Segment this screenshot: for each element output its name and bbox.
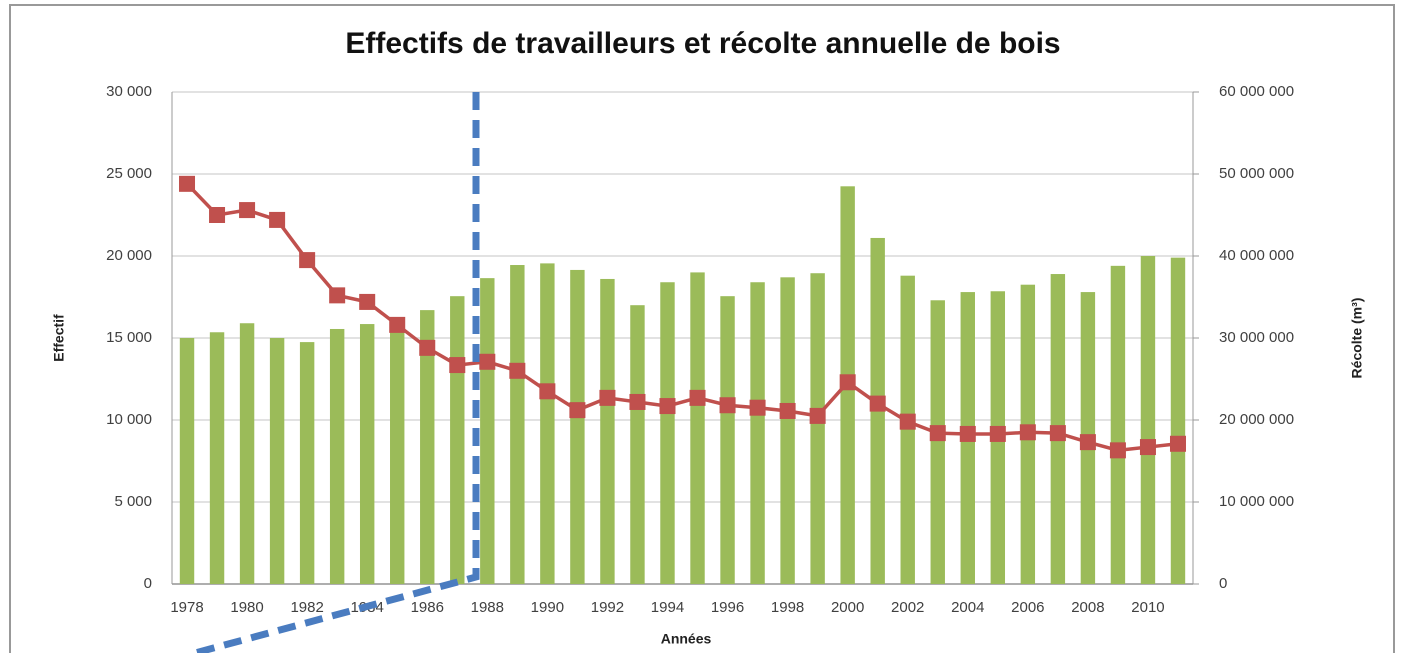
y-tick-label: 15 000: [106, 329, 152, 346]
marker: [1109, 442, 1126, 459]
y2-tick-label: 30 000 000: [1219, 329, 1294, 346]
x-tick-label: 2006: [1011, 599, 1044, 616]
marker: [1169, 435, 1186, 452]
bar: [450, 296, 465, 584]
marker: [1019, 424, 1036, 441]
y-tick-label: 10 000: [106, 411, 152, 428]
y2-tick-label: 0: [1219, 575, 1227, 592]
bar: [1140, 256, 1156, 584]
bar: [299, 342, 315, 584]
y2-tick-label: 50 000 000: [1219, 165, 1294, 182]
x-tick-label: 2000: [831, 599, 864, 616]
bar: [690, 272, 705, 584]
marker: [929, 425, 946, 442]
x-tick-label: 1982: [290, 599, 323, 616]
marker: [1049, 425, 1066, 442]
bar: [359, 324, 375, 584]
y2-tick-label: 20 000 000: [1219, 411, 1294, 428]
x-tick-label: 1994: [651, 599, 684, 616]
marker: [389, 316, 406, 333]
marker: [869, 395, 886, 412]
bar: [239, 323, 255, 584]
marker: [599, 389, 616, 406]
bar: [780, 277, 795, 584]
marker: [1139, 439, 1156, 456]
bar: [420, 310, 435, 584]
marker: [689, 389, 706, 406]
marker: [449, 357, 466, 374]
x-tick-label: 1980: [230, 599, 263, 616]
bar: [600, 278, 615, 584]
x-tick-label: 1998: [771, 599, 804, 616]
y2-tick-label: 60 000 000: [1219, 83, 1294, 100]
chart-title: Effectifs de travailleurs et récolte ann…: [345, 27, 1060, 60]
bar: [630, 305, 645, 584]
y-tick-label: 0: [144, 575, 152, 592]
marker: [239, 202, 256, 219]
marker: [659, 398, 676, 415]
bar: [209, 332, 225, 584]
marker: [1079, 434, 1096, 451]
bar: [720, 296, 735, 584]
y-tick-label: 5 000: [114, 493, 152, 510]
marker: [299, 252, 316, 269]
marker: [629, 393, 646, 410]
bar: [1110, 265, 1126, 584]
marker: [839, 374, 856, 391]
bar: [329, 328, 345, 584]
bar: [179, 338, 195, 584]
marker: [959, 425, 976, 442]
x-axis-title: Années: [661, 631, 712, 647]
marker: [779, 402, 796, 419]
marker: [569, 402, 586, 419]
x-tick-label: 1992: [591, 599, 624, 616]
marker: [539, 383, 556, 400]
marker: [269, 211, 286, 228]
x-tick-label: 2010: [1131, 599, 1164, 616]
marker: [809, 407, 826, 424]
plot-area: 0 5 000 10 000 15 000 20 000 25 000 30 000 0 10 …: [106, 83, 1294, 616]
bar: [480, 278, 495, 584]
y2-axis-title: Récolte (m³): [1349, 298, 1365, 379]
x-tick-label: 2004: [951, 599, 984, 616]
bar: [510, 265, 525, 584]
bar: [750, 282, 765, 584]
y-tick-label: 30 000: [106, 83, 152, 100]
marker: [479, 353, 496, 370]
bar: [570, 269, 585, 584]
marker: [989, 425, 1006, 442]
marker: [359, 293, 376, 310]
bar: [660, 282, 675, 584]
marker: [719, 397, 736, 414]
x-tick-label: 1988: [471, 599, 504, 616]
annotation-dashed-line: [194, 92, 480, 653]
x-tick-label: 2002: [891, 599, 924, 616]
x-tick-label: 2008: [1071, 599, 1104, 616]
bar: [540, 263, 555, 584]
y-axis-title: Effectif: [51, 314, 67, 362]
x-tick-label: 1990: [531, 599, 564, 616]
y2-tick-label: 40 000 000: [1219, 247, 1294, 264]
y2-tick-label: 10 000 000: [1219, 493, 1294, 510]
bar: [900, 275, 915, 584]
y-tick-label: 25 000: [106, 165, 152, 182]
x-tick-label: 1986: [411, 599, 444, 616]
marker: [329, 287, 346, 304]
line: [185, 182, 1179, 453]
bar: [930, 300, 945, 584]
bar: [1170, 257, 1186, 584]
y-tick-label: 20 000: [106, 247, 152, 264]
bar: [390, 317, 405, 584]
marker: [179, 175, 196, 192]
marker: [749, 399, 766, 416]
x-tick-label: 1978: [170, 599, 203, 616]
bar: [269, 338, 285, 584]
marker: [419, 339, 436, 356]
marker: [509, 362, 526, 379]
marker: [209, 207, 226, 223]
bar: [810, 273, 825, 584]
x-tick-label: 1996: [711, 599, 744, 616]
marker: [899, 413, 916, 430]
